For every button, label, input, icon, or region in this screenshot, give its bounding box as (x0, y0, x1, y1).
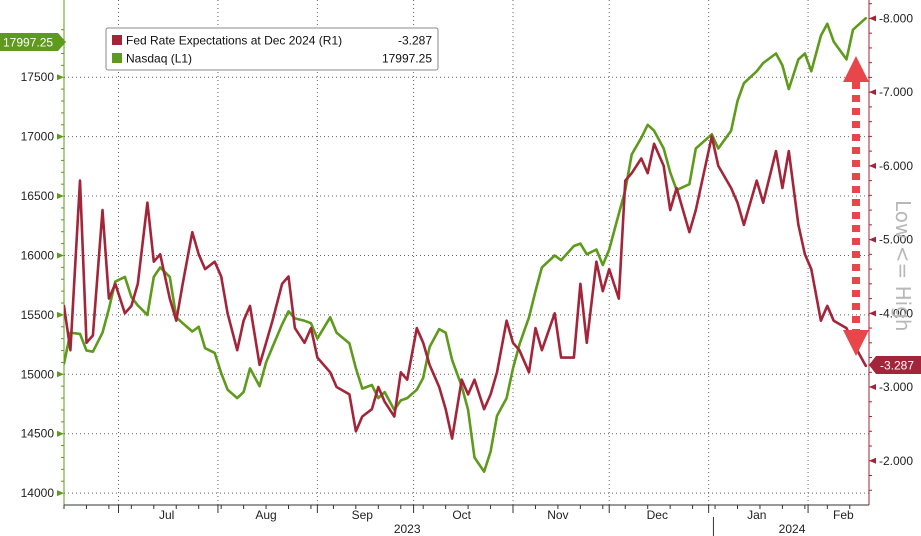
month-label: Oct (452, 508, 471, 522)
right-tick-marker (869, 457, 876, 464)
right-tick-marker (869, 384, 876, 391)
month-label: Feb (833, 508, 854, 522)
right-tick-marker (869, 162, 876, 169)
legend-value-nasdaq: 17997.25 (382, 52, 432, 66)
annotation-text: Low <= High (891, 200, 915, 332)
right-tick-marker (869, 310, 876, 317)
right-tick-label: -2.000 (879, 454, 913, 468)
left-callout-flag (0, 33, 66, 51)
month-label: Sep (352, 508, 374, 522)
month-label: Dec (647, 508, 668, 522)
right-callout-flag (869, 356, 921, 374)
right-tick-label: -7.000 (879, 85, 913, 99)
left-tick-label: 17000 (21, 130, 55, 144)
nasdaq-series-line (64, 16, 868, 474)
axis-layer: 14000 14500 15000 15500 16000 16500 17000 17500… (21, 0, 913, 536)
month-label: Nov (547, 508, 568, 522)
left-tick-label: 16000 (21, 248, 55, 262)
legend-swatch-fed (112, 35, 122, 45)
legend-box (105, 27, 439, 71)
left-tick-marker (57, 193, 64, 200)
left-tick-label: 15000 (21, 367, 55, 381)
left-tick-marker (57, 252, 64, 259)
legend-label-fed: Fed Rate Expectations at Dec 2024 (R1) (126, 34, 342, 48)
left-tick-marker (57, 311, 64, 318)
left-tick-label: 15500 (21, 308, 55, 322)
legend: Fed Rate Expectations at Dec 2024 (R1) -… (105, 27, 439, 71)
right-tick-marker (869, 236, 876, 243)
legend-label-nasdaq: Nasdaq (L1) (126, 52, 192, 66)
annotation-arrow-down-head (843, 330, 869, 356)
left-tick-label: 16500 (21, 189, 55, 203)
left-callout-text: 17997.25 (3, 36, 53, 50)
right-tick-label: -5.000 (879, 233, 913, 247)
legend-swatch-nasdaq (112, 53, 122, 63)
right-tick-marker (869, 89, 876, 96)
low-high-annotation: Low <= High (843, 56, 915, 356)
left-tick-marker (57, 371, 64, 378)
right-last-value-callout: -3.287 (869, 356, 921, 374)
legend-value-fed: -3.287 (398, 34, 432, 48)
right-tick-label: -8.000 (879, 11, 913, 25)
left-tick-label: 14500 (21, 427, 55, 441)
left-tick-marker (57, 74, 64, 81)
left-tick-label: 17500 (21, 70, 55, 84)
series-layer (64, 16, 868, 474)
left-tick-marker (57, 430, 64, 437)
month-label: Jan (747, 508, 766, 522)
fed-expectations-series-line (64, 135, 868, 440)
right-tick-marker (869, 15, 876, 22)
right-tick-label: -3.000 (879, 380, 913, 394)
month-label: Aug (255, 508, 276, 522)
right-callout-text: -3.287 (880, 359, 914, 373)
grid-layer (64, 0, 869, 505)
left-tick-marker (57, 133, 64, 140)
left-last-value-callout: 17997.25 (0, 33, 66, 51)
year-label: 2024 (779, 522, 806, 536)
month-label: Jul (159, 508, 174, 522)
annotation-arrow-up-head (843, 56, 869, 82)
right-tick-label: -4.000 (879, 306, 913, 320)
right-tick-label: -6.000 (879, 159, 913, 173)
left-tick-label: 14000 (21, 486, 55, 500)
left-tick-marker (57, 490, 64, 497)
year-label: 2023 (394, 522, 421, 536)
